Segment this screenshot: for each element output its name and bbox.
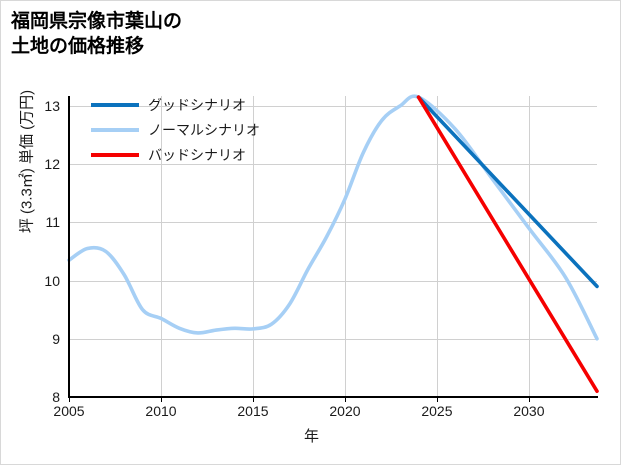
x-tick-label: 2030 <box>513 403 545 419</box>
y-tick-label: 8 <box>52 389 60 405</box>
plot-area <box>67 94 599 398</box>
x-tick-mark <box>252 398 254 402</box>
y-tick-label: 9 <box>52 330 60 347</box>
y-tick-label: 11 <box>45 214 60 231</box>
series-lines <box>67 94 599 393</box>
legend-label-bad: バッドシナリオ <box>148 147 246 163</box>
legend-item-good[interactable]: グッドシナリオ <box>91 97 260 113</box>
gridline-vertical <box>344 96 346 397</box>
legend-swatch-bad <box>91 153 139 157</box>
gridline-vertical <box>528 96 530 397</box>
x-tick-label: 2005 <box>53 403 85 419</box>
y-tick-label: 12 <box>44 156 60 173</box>
x-tick-mark <box>160 398 162 402</box>
x-tick-mark <box>69 398 70 402</box>
legend-item-bad[interactable]: バッドシナリオ <box>91 147 260 163</box>
legend-label-good: グッドシナリオ <box>148 97 246 113</box>
legend-item-normal[interactable]: ノーマルシナリオ <box>91 122 260 138</box>
chart-legend: グッドシナリオ ノーマルシナリオ バッドシナリオ <box>91 97 260 163</box>
y-tick-label: 10 <box>44 272 60 289</box>
y-tick-label: 13 <box>44 97 60 114</box>
legend-swatch-normal <box>91 128 139 132</box>
gridline-horizontal <box>69 164 597 166</box>
gridline-vertical <box>252 96 254 397</box>
x-tick-label: 2020 <box>329 403 361 419</box>
x-tick-label: 2025 <box>421 403 453 419</box>
series-line-バッドシナリオ <box>416 95 599 393</box>
series-line-ノーマルシナリオ <box>67 94 599 341</box>
x-axis-line <box>68 396 598 398</box>
x-tick-mark <box>528 398 530 402</box>
legend-swatch-good <box>91 103 139 107</box>
y-axis-line <box>68 96 70 398</box>
gridline-horizontal <box>69 338 597 340</box>
gridline-horizontal <box>69 280 597 282</box>
page-title: 福岡県宗像市葉山の 土地の価格推移 <box>11 11 183 58</box>
y-axis-label: 坪 (3.3㎡) 単価 (万円) <box>18 89 36 234</box>
x-tick-mark <box>344 398 346 402</box>
legend-label-normal: ノーマルシナリオ <box>148 122 260 138</box>
x-tick-label: 2015 <box>237 403 269 419</box>
x-tick-mark <box>436 398 438 402</box>
gridline-vertical <box>160 96 162 397</box>
gridline-horizontal <box>69 105 597 107</box>
gridline-vertical <box>436 96 438 397</box>
series-line-グッドシナリオ <box>416 95 599 289</box>
x-tick-label: 2010 <box>145 403 177 419</box>
x-axis-label: 年 <box>303 428 319 445</box>
